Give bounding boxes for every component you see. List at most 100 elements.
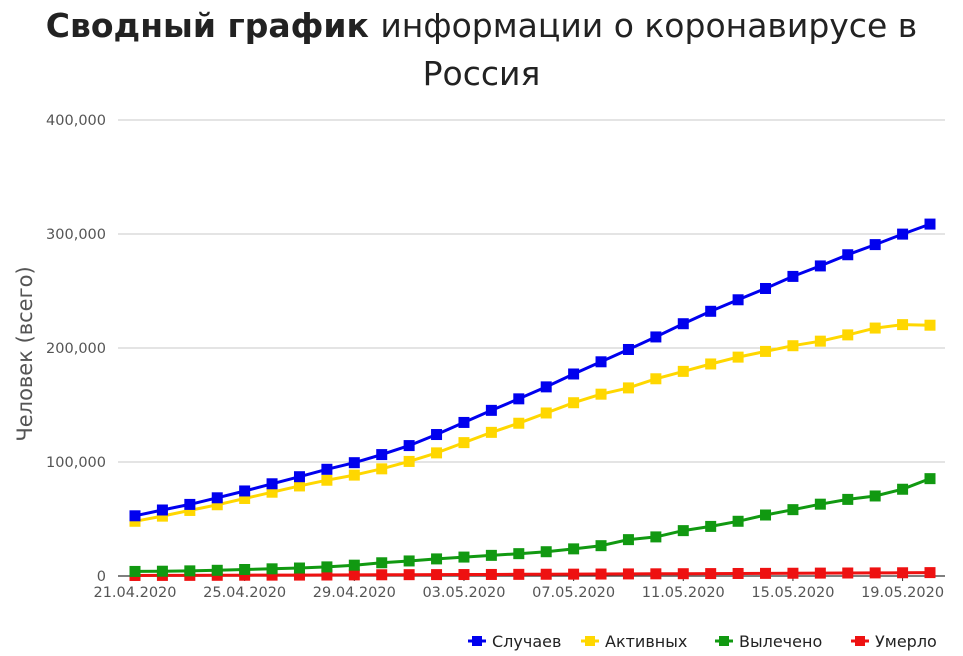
data-point [568,368,580,380]
data-point [485,404,497,416]
data-point [897,319,909,331]
data-point [403,569,415,581]
x-tick-label: 25.04.2020 [203,585,286,601]
data-point [293,562,305,574]
data-point [431,553,443,565]
data-point [732,515,744,527]
data-point [156,504,168,516]
data-point [540,381,552,393]
data-point [897,228,909,240]
data-point [376,557,388,569]
legend-item[interactable]: Случаев [468,632,561,651]
data-point [376,569,388,581]
data-point [732,294,744,306]
data-point [156,510,168,522]
data-point [568,397,580,409]
data-point [431,447,443,459]
data-point [732,567,744,579]
legend-label: Вылечено [739,632,822,651]
data-point [211,499,223,511]
x-tick-label: 03.05.2020 [422,585,505,601]
data-point [705,568,717,580]
data-point [266,478,278,490]
legend-item[interactable]: Умерло [851,632,937,651]
data-point [677,525,689,537]
data-point [787,270,799,282]
data-point [677,365,689,377]
data-point [348,559,360,571]
y-tick-label: 300,000 [46,227,106,243]
data-point [376,449,388,461]
data-point [485,426,497,438]
data-point [787,504,799,516]
data-point [348,469,360,481]
x-tick-label: 21.04.2020 [93,585,176,601]
data-point [348,457,360,469]
series-2 [129,319,936,527]
data-point [513,393,525,405]
data-point [568,543,580,555]
data-point [760,345,772,357]
data-point [650,531,662,543]
data-point [760,509,772,521]
data-point [622,343,634,355]
data-point [458,437,470,449]
data-point [266,563,278,575]
legend-swatch-marker [472,636,482,646]
data-point [924,567,936,579]
data-point [814,335,826,347]
legend[interactable]: Случаев Активных Вылечено Умерло [468,632,937,651]
data-point [622,534,634,546]
data-point [842,249,854,261]
series-layer [129,218,936,581]
data-point [650,331,662,343]
y-tick-label: 400,000 [46,113,106,129]
legend-item[interactable]: Вылечено [715,632,822,651]
data-point [732,351,744,363]
legend-label: Случаев [492,632,561,651]
y-tick-label: 0 [97,569,106,585]
x-tick-label: 15.05.2020 [751,585,834,601]
legend-swatch-marker [855,636,865,646]
data-point [897,483,909,495]
data-point [814,567,826,579]
data-point [321,474,333,486]
data-point [184,504,196,516]
data-point [293,471,305,483]
data-point [787,340,799,352]
data-point [650,568,662,580]
data-point [485,549,497,561]
data-point [184,498,196,510]
chart-title-rest: информации о коронавирусе в Россия [380,6,918,93]
y-tick-label: 100,000 [46,455,106,471]
data-point [458,551,470,563]
y-tick-label: 200,000 [46,341,106,357]
grid-layer [118,119,945,577]
data-point [842,329,854,341]
legend-item[interactable]: Активных [581,632,687,651]
data-point [924,319,936,331]
data-point [211,564,223,576]
data-point [814,498,826,510]
legend-swatch-marker [585,636,595,646]
data-point [869,322,881,334]
series-line [134,477,931,573]
data-point [897,567,909,579]
data-point [869,567,881,579]
x-tick-label: 19.05.2020 [861,585,944,601]
chart-title: Сводный график информации о коронавирусе… [0,2,963,98]
data-point [321,569,333,581]
y-axis-label: Человек (всего) [13,266,37,441]
x-tick-label: 11.05.2020 [642,585,725,601]
data-point [239,569,251,581]
data-point [924,218,936,230]
data-point [458,569,470,581]
data-point [595,388,607,400]
data-point [239,492,251,504]
data-point [403,455,415,467]
data-point [842,567,854,579]
data-point [540,546,552,558]
data-point [677,318,689,330]
data-point [842,493,854,505]
